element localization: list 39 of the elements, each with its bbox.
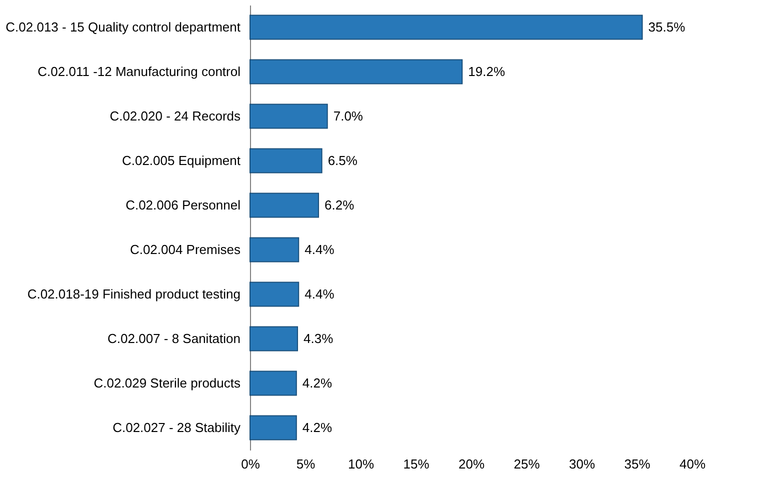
- data-label: 4.4%: [304, 242, 335, 257]
- y-tick-label: C.02.005 Equipment: [122, 152, 241, 168]
- bar: [250, 326, 298, 352]
- y-tick-label: C.02.011 -12 Manufacturing control: [38, 64, 241, 79]
- bar: [250, 192, 320, 218]
- y-tick-label: C.02.018-19 Finished product testing: [27, 286, 240, 302]
- data-label: 35.5%: [648, 19, 686, 34]
- x-tick-label: 5%: [296, 456, 316, 472]
- data-label: 6.5%: [328, 152, 358, 168]
- bar: [250, 370, 297, 396]
- x-tick-label: 10%: [348, 456, 374, 472]
- bar: [250, 282, 300, 307]
- bar: [250, 104, 328, 129]
- y-tick-label: C.02.013 - 15 Quality control department: [6, 19, 241, 34]
- bar: [250, 415, 297, 440]
- y-tick-label: C.02.027 - 28 Stability: [112, 420, 241, 435]
- data-label: 4.2%: [302, 420, 332, 435]
- bar: [250, 148, 322, 174]
- x-tick-label: 30%: [568, 456, 596, 472]
- x-tick-label: 15%: [403, 456, 430, 472]
- data-label: 6.2%: [324, 197, 355, 212]
- bar: [250, 14, 643, 40]
- data-label: 19.2%: [468, 64, 506, 79]
- y-tick-label: C.02.006 Personnel: [126, 197, 241, 212]
- x-tick-label: 40%: [679, 456, 706, 472]
- data-label: 7.0%: [333, 108, 364, 124]
- x-tick-label: 20%: [458, 456, 485, 472]
- y-tick-label: C.02.020 - 24 Records: [110, 108, 241, 124]
- data-label: 4.4%: [304, 286, 335, 302]
- data-label: 4.2%: [302, 375, 332, 390]
- data-label: 4.3%: [304, 330, 334, 346]
- y-tick-label: C.02.007 - 8 Sanitation: [108, 330, 240, 346]
- x-tick-label: 35%: [624, 456, 651, 472]
- x-tick-label: 25%: [514, 456, 540, 472]
- y-tick-label: C.02.029 Sterile products: [94, 375, 241, 390]
- x-tick-label: 0%: [241, 456, 260, 472]
- bar: [250, 59, 463, 84]
- bar: [250, 237, 300, 262]
- y-tick-label: C.02.004 Premises: [130, 242, 241, 257]
